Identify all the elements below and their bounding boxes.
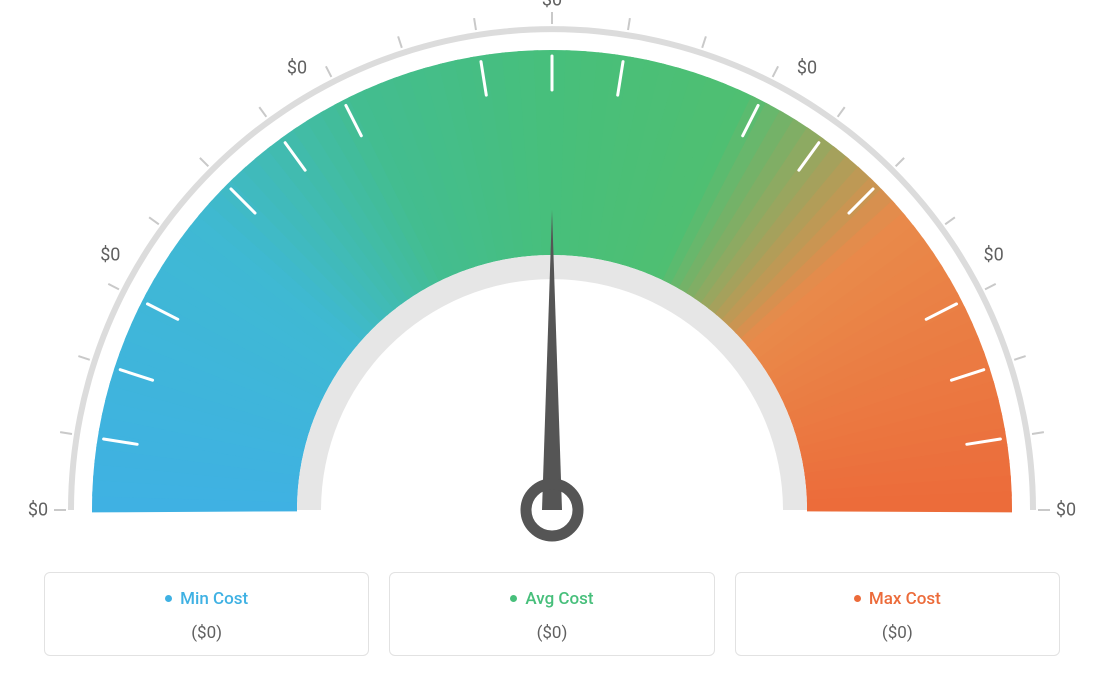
gauge-axis-label: $0: [984, 245, 1004, 266]
legend-min-label: Min Cost: [165, 589, 248, 609]
legend-max-text: Max Cost: [869, 589, 941, 609]
legend-row: Min Cost ($0) Avg Cost ($0) Max Cost ($0…: [44, 572, 1060, 656]
legend-dot-avg: [510, 595, 517, 602]
legend-min-value: ($0): [45, 623, 368, 643]
legend-avg-value: ($0): [390, 623, 713, 643]
legend-avg-label: Avg Cost: [510, 589, 593, 609]
gauge-axis-label: $0: [287, 58, 307, 79]
legend-avg-cost: Avg Cost ($0): [389, 572, 714, 656]
cost-gauge-container: $0 $0 $0 $0 $0 $0 $0 Min Cost ($0) Avg Cost ($…: [0, 0, 1104, 690]
gauge-axis-label: $0: [1056, 500, 1076, 521]
legend-dot-min: [165, 595, 172, 602]
legend-avg-text: Avg Cost: [525, 589, 593, 609]
gauge-axis-label: $0: [542, 0, 562, 11]
gauge-axis-label: $0: [28, 500, 48, 521]
legend-min-cost: Min Cost ($0): [44, 572, 369, 656]
legend-dot-max: [854, 595, 861, 602]
legend-max-label: Max Cost: [854, 589, 941, 609]
gauge-chart: $0 $0 $0 $0 $0 $0 $0: [0, 0, 1104, 560]
legend-max-cost: Max Cost ($0): [735, 572, 1060, 656]
legend-max-value: ($0): [736, 623, 1059, 643]
gauge-axis-label: $0: [100, 245, 120, 266]
legend-min-text: Min Cost: [180, 589, 248, 609]
gauge-axis-label: $0: [797, 58, 817, 79]
